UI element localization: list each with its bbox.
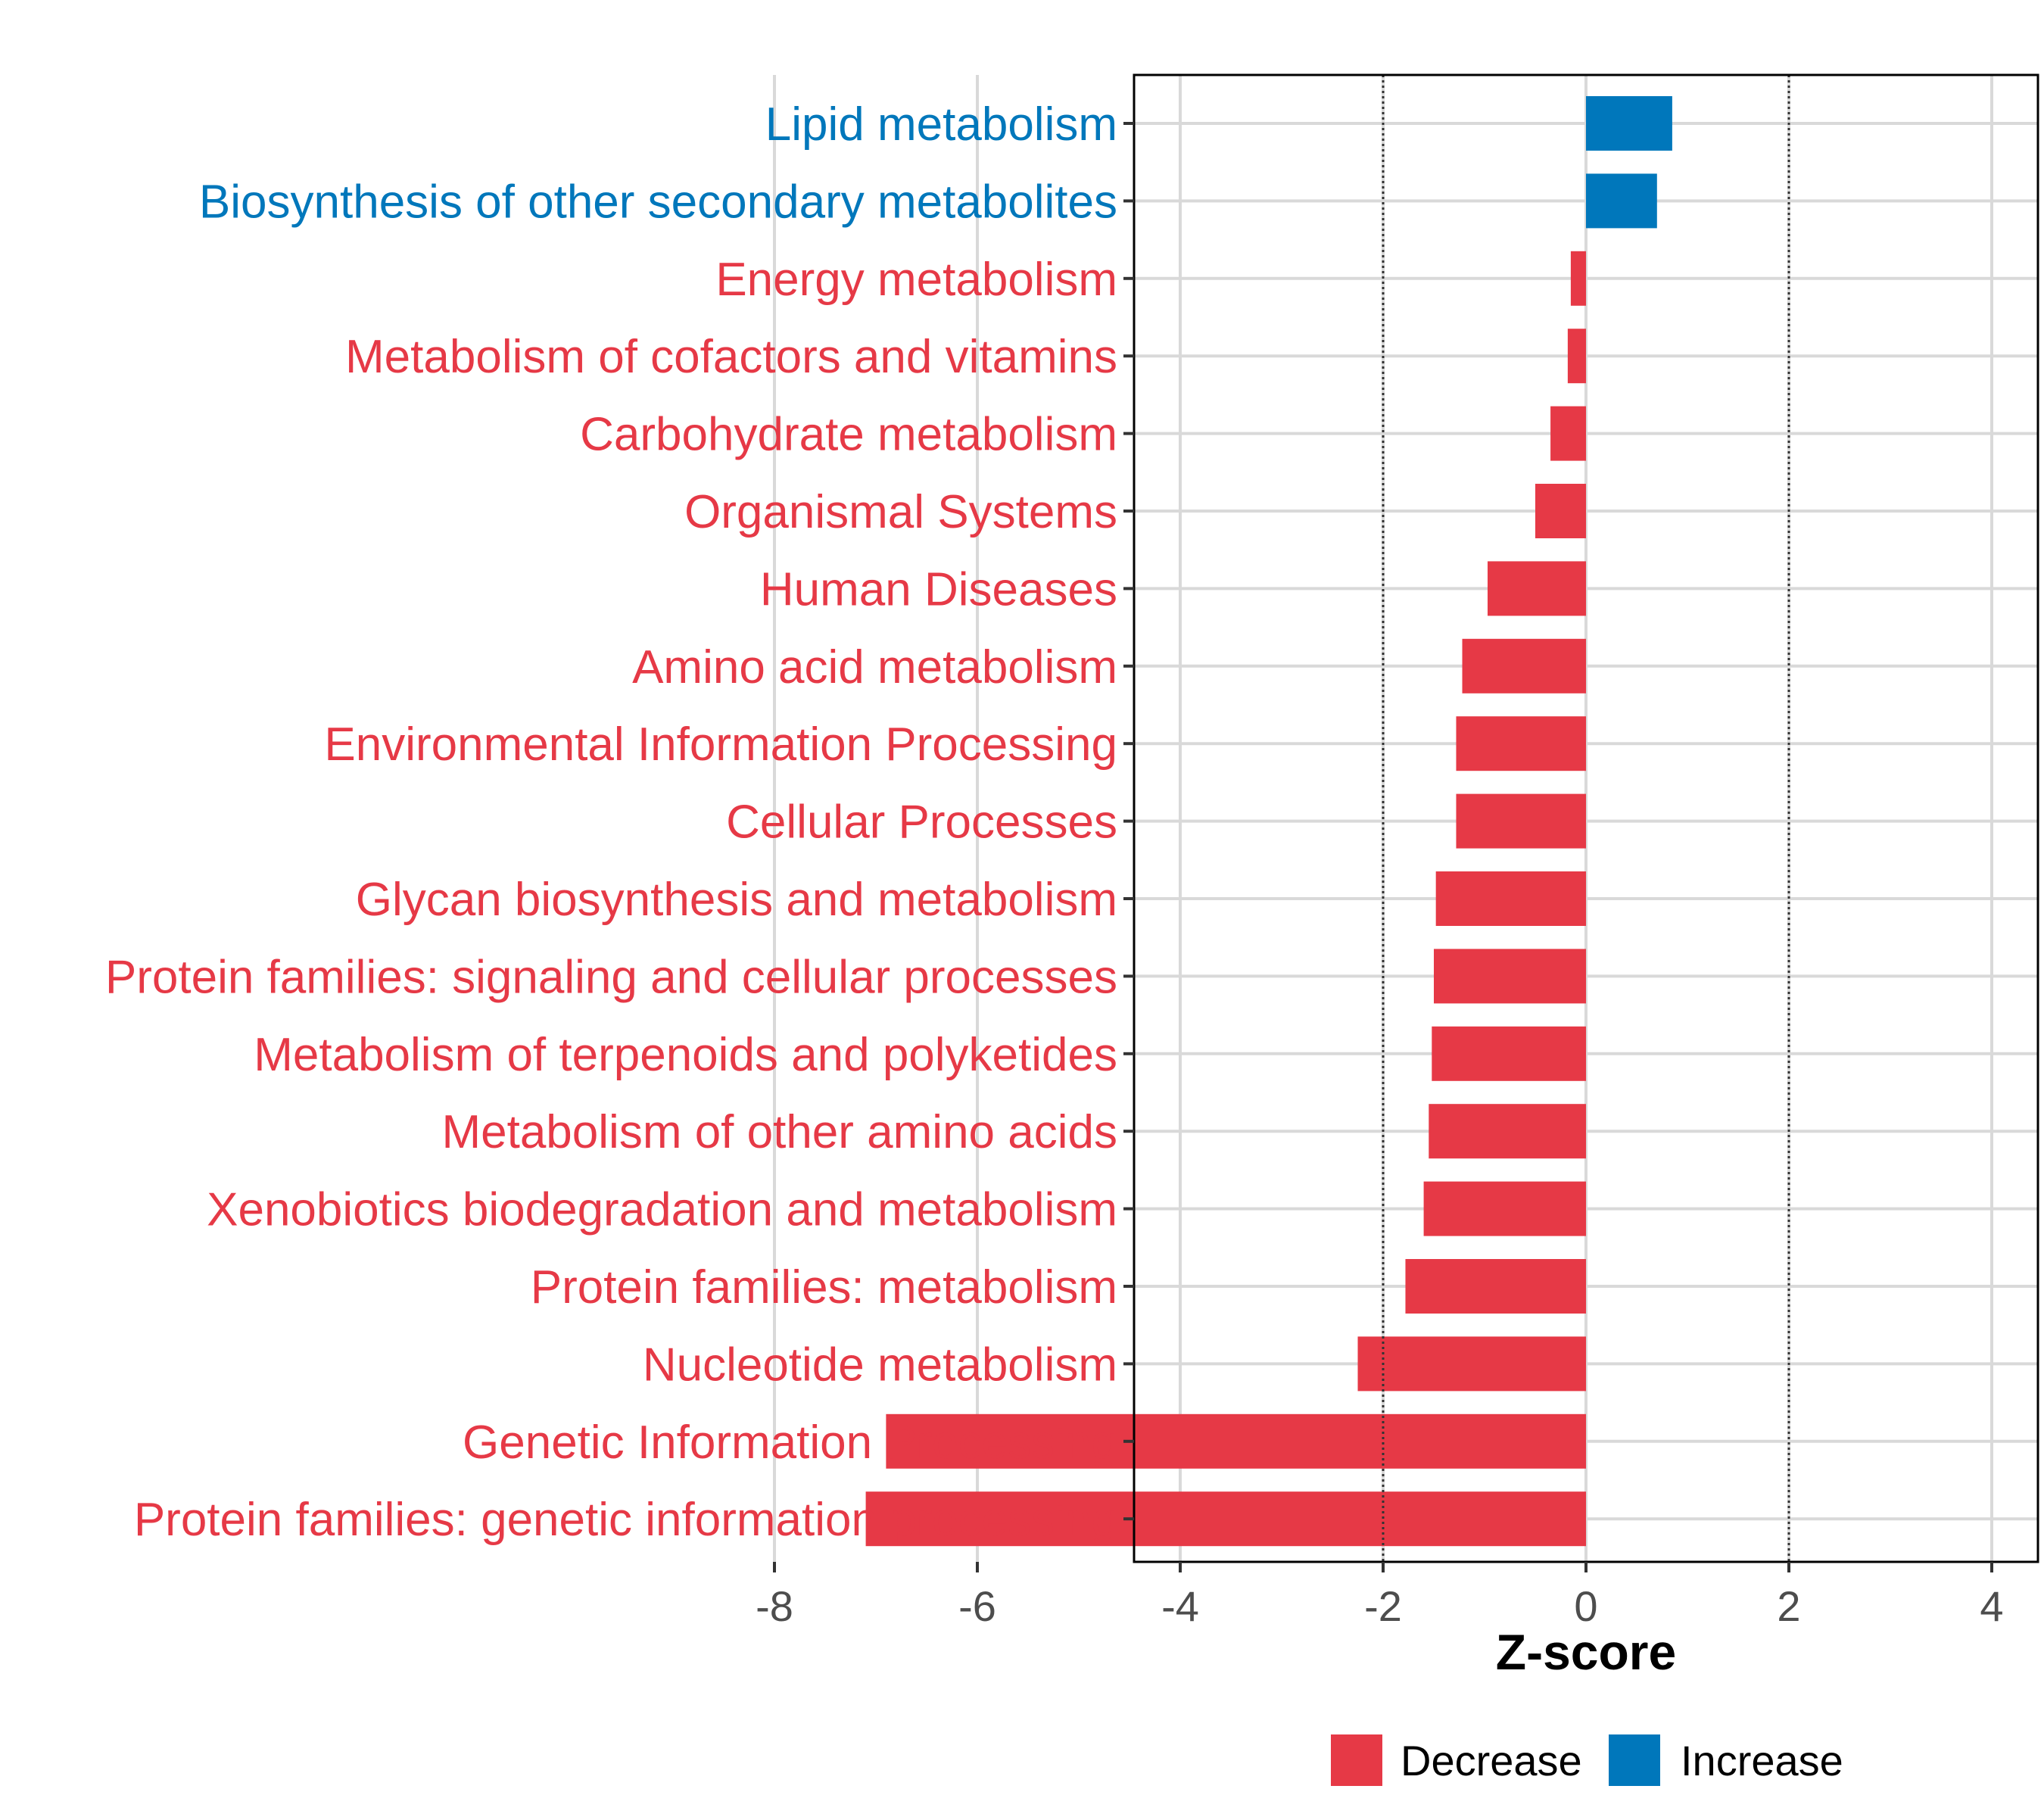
bar-16 bbox=[1357, 1336, 1586, 1392]
x-axis-ticks: -8-6-4-202468 bbox=[756, 1562, 2004, 1630]
bar-10 bbox=[1435, 871, 1586, 926]
x-tick-label-2: -4 bbox=[1161, 1582, 1199, 1630]
bar-4 bbox=[1550, 406, 1586, 461]
bar-14 bbox=[1423, 1181, 1586, 1236]
bar-2 bbox=[1570, 251, 1586, 306]
category-label-17: Genetic Information Processing bbox=[463, 1417, 1117, 1469]
bar-17 bbox=[886, 1413, 1586, 1469]
category-label-2: Energy metabolism bbox=[715, 254, 1117, 306]
bar-8 bbox=[1456, 716, 1586, 771]
bar-0 bbox=[1586, 96, 1672, 151]
category-label-7: Amino acid metabolism bbox=[632, 641, 1117, 693]
bar-3 bbox=[1567, 329, 1586, 384]
bar-6 bbox=[1488, 561, 1586, 616]
legend-label-increase: Increase bbox=[1681, 1737, 1843, 1784]
x-tick-label-0: -8 bbox=[756, 1582, 793, 1630]
bar-5 bbox=[1535, 484, 1586, 538]
bar-9 bbox=[1456, 793, 1586, 849]
category-label-3: Metabolism of cofactors and vitamins bbox=[345, 331, 1117, 383]
category-label-4: Carbohydrate metabolism bbox=[580, 409, 1117, 461]
category-label-15: Protein families: metabolism bbox=[531, 1261, 1117, 1314]
bar-13 bbox=[1429, 1104, 1586, 1159]
x-tick-label-6: 4 bbox=[1980, 1582, 2003, 1630]
bar-18 bbox=[865, 1491, 1586, 1547]
legend-swatch-decrease bbox=[1331, 1734, 1382, 1786]
category-label-0: Lipid metabolism bbox=[765, 98, 1117, 151]
bar-11 bbox=[1434, 949, 1586, 1004]
legend-label-decrease: Decrease bbox=[1401, 1737, 1582, 1784]
legend: Decrease Increase bbox=[1331, 1734, 1843, 1786]
bar-15 bbox=[1405, 1259, 1586, 1314]
y-axis-ticks: Lipid metabolism Biosynthesis of other se… bbox=[105, 98, 1134, 1546]
legend-swatch-increase bbox=[1609, 1734, 1660, 1786]
category-label-5: Organismal Systems bbox=[684, 486, 1117, 538]
bar-1 bbox=[1586, 173, 1657, 229]
x-tick-label-5: 2 bbox=[1777, 1582, 1800, 1630]
reference-lines bbox=[1382, 75, 1790, 1562]
category-label-12: Metabolism of terpenoids and polyketides bbox=[254, 1029, 1117, 1081]
bars bbox=[865, 96, 1672, 1547]
category-label-11: Protein families: signaling and cellular… bbox=[105, 951, 1117, 1003]
category-label-14: Xenobiotics biodegradation and metabolis… bbox=[207, 1184, 1117, 1236]
bar-12 bbox=[1432, 1026, 1586, 1081]
category-label-9: Cellular Processes bbox=[726, 796, 1117, 849]
category-label-16: Nucleotide metabolism bbox=[643, 1339, 1117, 1391]
category-label-6: Human Diseases bbox=[760, 563, 1117, 616]
category-label-13: Metabolism of other amino acids bbox=[441, 1106, 1117, 1158]
x-tick-label-3: -2 bbox=[1364, 1582, 1402, 1630]
bar-7 bbox=[1462, 638, 1586, 693]
category-label-1: Biosynthesis of other secondary metaboli… bbox=[199, 176, 1117, 228]
x-tick-label-1: -6 bbox=[958, 1582, 996, 1630]
category-label-8: Environmental Information Processing bbox=[324, 718, 1117, 771]
category-label-10: Glycan biosynthesis and metabolism bbox=[356, 874, 1117, 926]
x-tick-label-4: 0 bbox=[1574, 1582, 1597, 1630]
x-axis-title: Z-score bbox=[1496, 1624, 1676, 1680]
category-label-18: Protein families: genetic information pr… bbox=[134, 1494, 1117, 1546]
